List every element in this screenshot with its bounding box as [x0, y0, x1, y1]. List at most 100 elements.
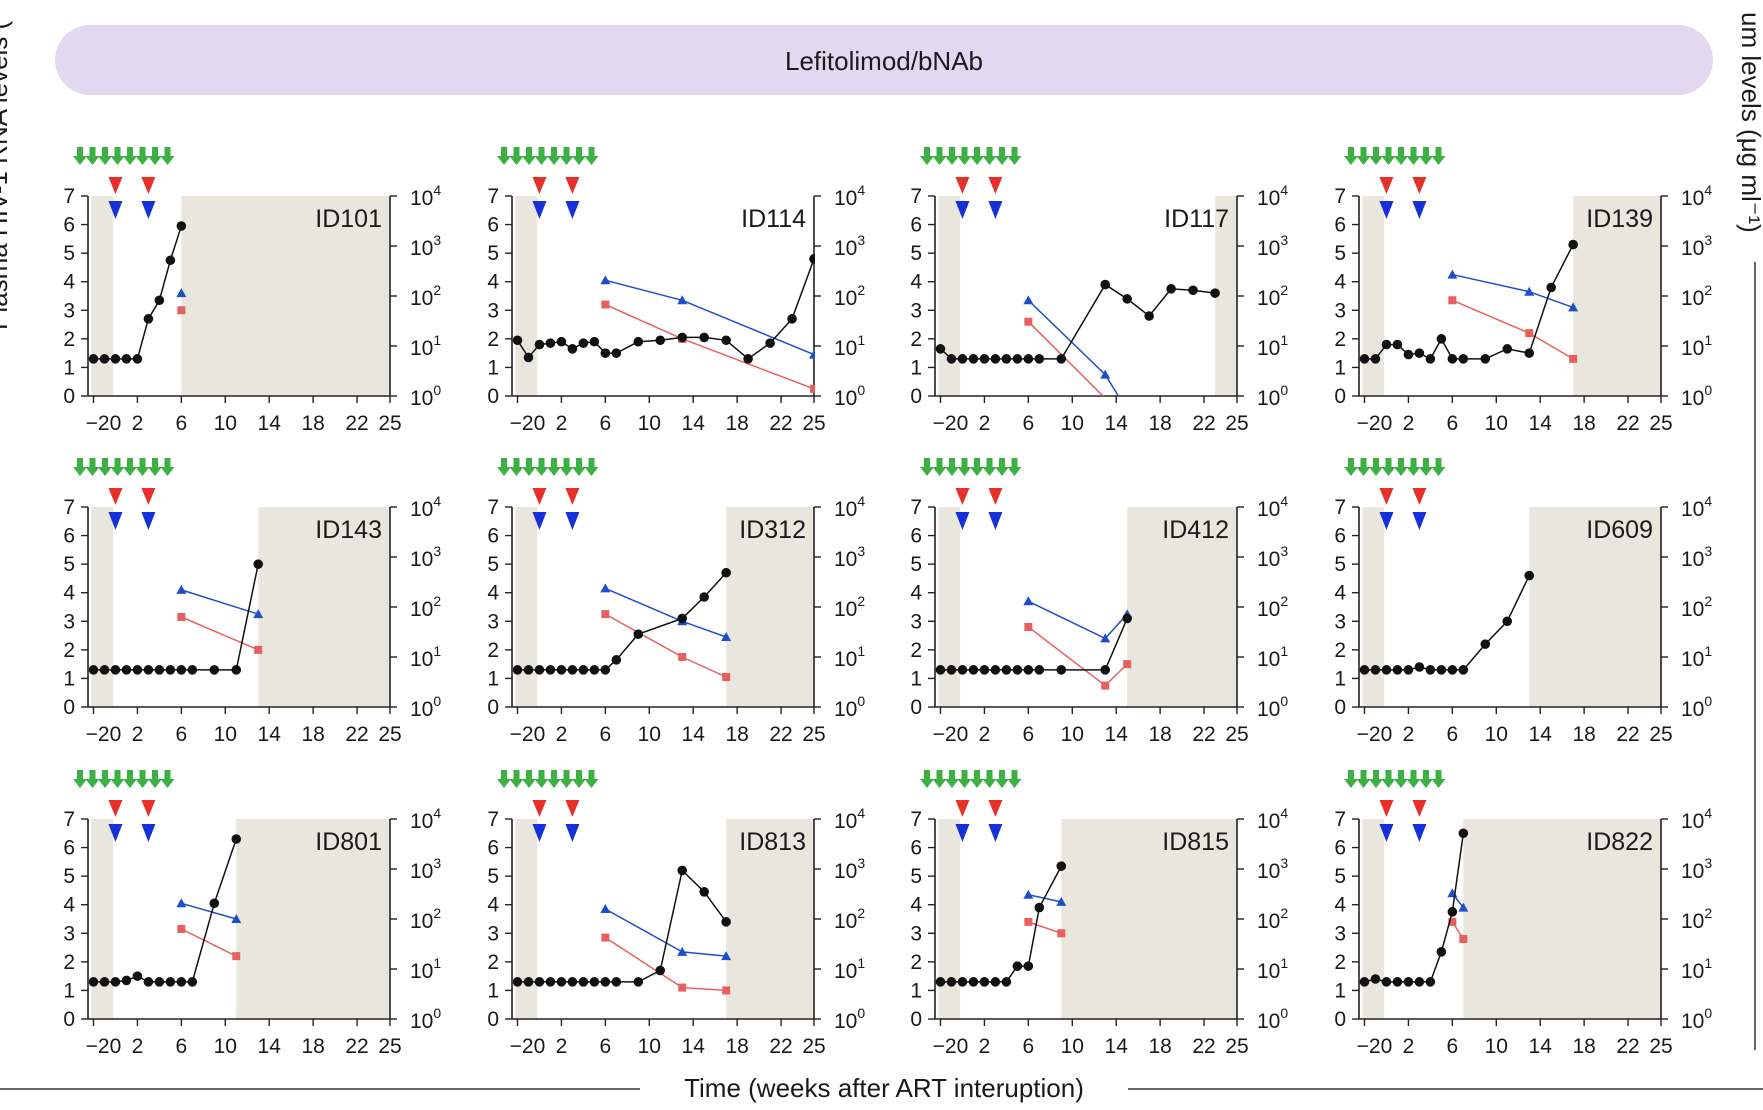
y-left-tick-label: 0: [487, 696, 499, 719]
x-tick-label: −20: [933, 412, 969, 435]
lefitolimod-dose-arrow: [148, 779, 162, 788]
bnab-dose-red-arrow: [108, 177, 123, 194]
rna-line: [517, 572, 727, 671]
bnab-dose-red-arrow: [1379, 800, 1394, 817]
y-left-tick-label: 7: [1334, 808, 1346, 831]
y-left-tick-label: 5: [910, 242, 922, 265]
rna-point: [143, 977, 154, 987]
rna-point: [990, 665, 1001, 675]
rna-point: [699, 592, 709, 602]
lefitolimod-dose-stem: [961, 147, 968, 157]
lefitolimod-dose-arrow: [547, 156, 561, 165]
y-left-tick-label: 4: [1334, 894, 1346, 917]
y-left-tick-label: 4: [487, 582, 499, 605]
y-left-tick-label: 1: [487, 356, 499, 379]
bnab-dose-red-arrow: [1412, 177, 1427, 194]
rna-point: [1056, 354, 1067, 364]
bnab-dose-blue-arrow: [988, 201, 1003, 219]
rna-line: [1364, 833, 1465, 983]
y-right-tick-label: 102: [410, 593, 441, 621]
y-right-tick-exponent: 0: [1704, 382, 1712, 398]
y-left-tick-label: 0: [63, 696, 75, 719]
y-right-tick-exponent: 1: [857, 332, 865, 348]
bnab-dose-red-arrow: [141, 488, 156, 505]
lefitolimod-dose-arrow: [1369, 156, 1383, 165]
bnab-red-point: [177, 613, 186, 621]
lefitolimod-dose-stem: [152, 458, 158, 468]
y-right-tick-exponent: 4: [433, 805, 441, 821]
y-right-tick-exponent: 2: [1280, 905, 1288, 921]
y-left-tick-label: 0: [1334, 1008, 1346, 1031]
lefitolimod-dose-stem: [1435, 770, 1442, 780]
x-tick-label: 25: [1225, 412, 1248, 435]
lefitolimod-dose-arrow: [932, 779, 947, 788]
bnab-dose-red-arrow: [988, 177, 1003, 194]
y-left-tick-label: 6: [1334, 214, 1346, 237]
y-right-tick-exponent: 3: [857, 855, 865, 871]
rna-point: [1436, 334, 1447, 344]
y-left-tick-label: 6: [910, 837, 922, 860]
y-right-tick-label: 100: [1681, 1005, 1712, 1033]
rna-point: [1359, 354, 1370, 364]
series-group: [1359, 828, 1469, 987]
rna-point: [1458, 828, 1469, 839]
rna-point: [655, 965, 666, 976]
lefitolimod-dose-arrow: [160, 779, 175, 788]
bnab-dose-blue-arrow: [532, 201, 547, 219]
bnab-dose-red-arrow: [532, 800, 547, 817]
bnab-dose-red-arrow: [1412, 488, 1427, 505]
x-tick-label: 14: [1105, 1035, 1129, 1058]
rna-point: [1056, 861, 1067, 871]
rna-point: [253, 559, 264, 569]
shade-pre-ati: [91, 507, 114, 707]
bnab-blue-line: [181, 902, 237, 920]
bnab-dose-blue-arrow: [108, 201, 123, 219]
y-right-tick-label: 101: [834, 643, 865, 671]
lefitolimod-dose-stem: [949, 147, 955, 157]
x-tick-label: 10: [1485, 412, 1508, 435]
rna-point: [787, 314, 797, 324]
rna-point: [1034, 354, 1045, 364]
y-right-tick-exponent: 4: [1280, 805, 1288, 821]
bnab-red-point: [601, 300, 610, 309]
lefitolimod-dose-arrow: [1356, 779, 1371, 788]
y-left-tick-label: 2: [910, 951, 922, 974]
x-tick-label: 10: [638, 723, 661, 746]
bnab-dose-blue-arrow: [1412, 824, 1427, 842]
rna-point: [1001, 977, 1012, 987]
y-right-tick-exponent: 3: [1704, 855, 1712, 871]
bnab-blue-point: [1023, 596, 1034, 606]
lefitolimod-dose-stem: [551, 458, 557, 468]
lefitolimod-dose-arrow: [945, 779, 959, 788]
lefitolimod-dose-arrow: [148, 467, 162, 476]
lefitolimod-dose-arrow: [957, 156, 972, 165]
y-right-tick-label: 100: [834, 693, 865, 721]
rna-point: [567, 344, 578, 354]
lefitolimod-dose-stem: [936, 147, 943, 157]
y-left-tick-label: 7: [910, 808, 922, 831]
rna-point: [143, 665, 154, 675]
x-tick-label: 18: [1148, 1035, 1171, 1058]
y-left-tick-label: 2: [63, 328, 75, 351]
rna-point: [1012, 354, 1023, 364]
lefitolimod-dose-stem: [1373, 147, 1379, 157]
lefitolimod-dose-stem: [999, 458, 1005, 468]
series-group: [512, 567, 732, 681]
y-left-tick-label: 2: [910, 639, 922, 662]
lefitolimod-dose-arrow: [1381, 467, 1396, 476]
bnab-red-point: [1024, 917, 1033, 926]
bnab-blue-point: [176, 898, 187, 908]
panel-id-label: ID815: [1162, 828, 1229, 856]
bnab-dose-blue-arrow: [141, 201, 156, 219]
bnab-dose-blue-arrow: [108, 824, 123, 842]
bnab-red-point: [1123, 660, 1132, 669]
y-left-tick-label: 7: [1334, 496, 1346, 519]
bnab-blue-point: [1458, 902, 1469, 912]
lefitolimod-dose-stem: [538, 770, 545, 780]
y-right-tick-label: 100: [410, 382, 441, 410]
rna-point: [154, 665, 165, 675]
rna-point: [946, 354, 957, 364]
bnab-blue-line: [1027, 299, 1120, 396]
